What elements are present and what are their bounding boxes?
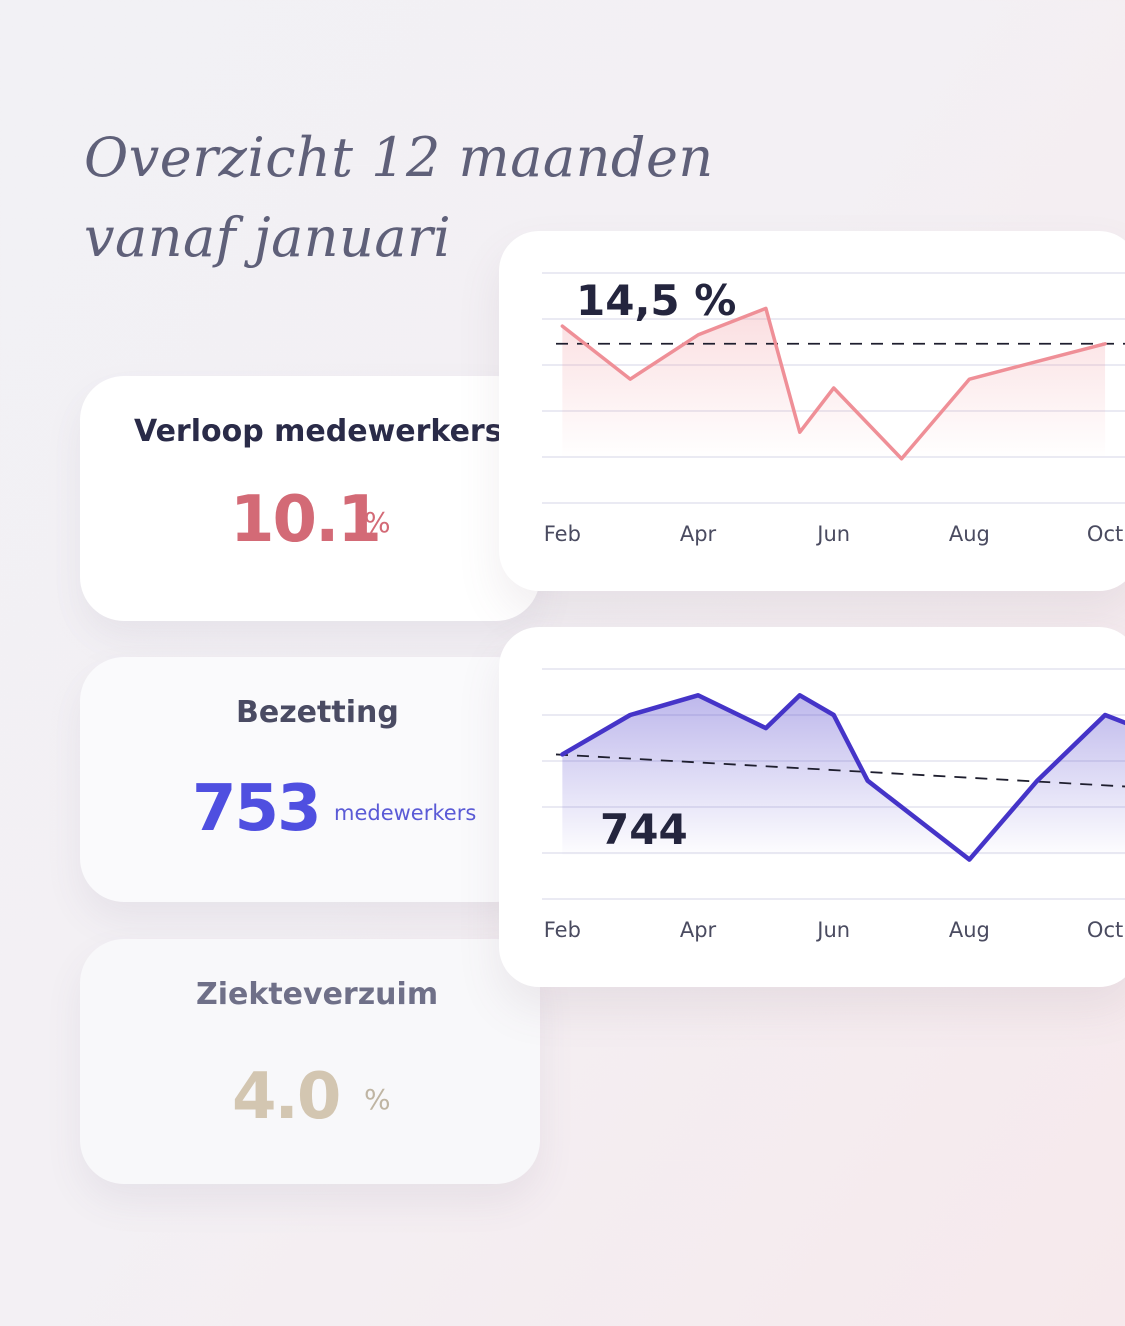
turnover-chart: Feb Apr Jun Aug Oct [542,272,1125,546]
x-tick-label: Aug [949,522,990,546]
occupancy-chart: Feb Apr Jun Aug Oct [542,668,1125,942]
x-tick-label: Jun [815,918,850,942]
series-area [562,308,1106,459]
occupancy-chart-card: Feb Apr Jun Aug Oct 744 [499,627,1125,987]
kpi-unit: % [364,1083,391,1116]
series-line [560,306,1107,461]
chart-value-label: 744 [600,805,688,854]
x-tick-label: Aug [949,918,990,942]
page-heading: Overzicht 12 maanden vanaf januari [84,118,714,278]
kpi-title: Ziekteverzuim [196,977,439,1012]
kpi-value: 10.1 [230,483,382,557]
series-line [560,693,1125,862]
kpi-card-turnover[interactable]: Verloop medewerkers 10.1 % [80,376,540,621]
chart-value-label: 14,5 % [576,276,737,325]
kpi-card-occupancy[interactable]: Bezetting 753 medewerkers [80,657,540,902]
kpi-title: Bezetting [236,695,399,730]
x-tick-label: Feb [544,522,581,546]
x-tick-label: Oct [1087,918,1123,942]
reference-line [555,753,1125,788]
x-tick-label: Oct [1087,522,1123,546]
kpi-unit: % [364,506,391,539]
page-heading-line2: vanaf januari [84,206,452,269]
x-tick-label: Apr [680,918,717,942]
x-tick-label: Apr [680,522,717,546]
turnover-chart-card: Feb Apr Jun Aug Oct 14,5 % [499,231,1125,591]
x-tick-label: Jun [815,522,850,546]
kpi-card-absence[interactable]: Ziekteverzuim 4.0 % [80,939,540,1184]
page-heading-line1: Overzicht 12 maanden [84,126,714,189]
kpi-unit: medewerkers [334,801,477,825]
kpi-value: 753 [192,772,322,846]
x-tick-label: Feb [544,918,581,942]
kpi-value: 4.0 [232,1060,341,1134]
kpi-title: Verloop medewerkers [134,414,503,449]
series-area [562,695,1125,860]
